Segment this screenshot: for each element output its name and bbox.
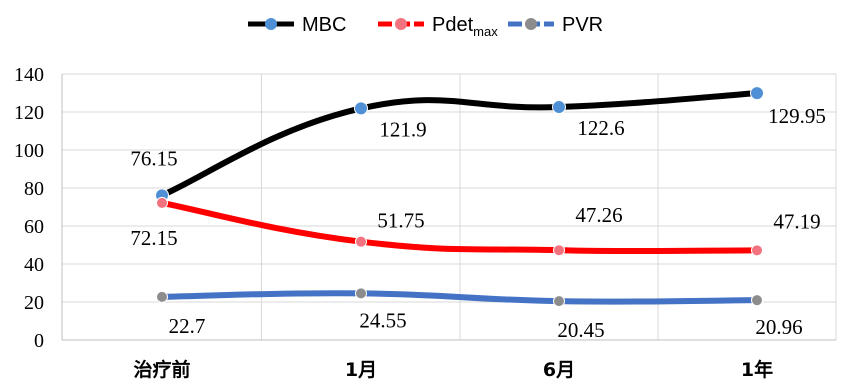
pvr-line bbox=[159, 290, 760, 305]
pdetmax-marker bbox=[751, 244, 763, 257]
series bbox=[155, 86, 764, 308]
pdetmax-marker bbox=[156, 196, 168, 209]
pdetmax-line bbox=[159, 199, 760, 255]
legend-swatch-marker bbox=[395, 18, 407, 30]
legend-label: PVR bbox=[562, 14, 603, 36]
pdetmax-data-label: 47.19 bbox=[773, 209, 820, 233]
legend-label-subscript: max bbox=[473, 24, 498, 39]
legend: MBC Pdetmax PVR bbox=[248, 14, 603, 39]
pvr-data-label: 22.7 bbox=[169, 314, 206, 338]
pvr-data-label: 20.45 bbox=[557, 318, 604, 342]
legend-swatch-marker bbox=[525, 18, 537, 30]
mbc-line bbox=[159, 90, 760, 199]
pvr-data-label: 20.96 bbox=[755, 315, 802, 339]
legend-label: MBC bbox=[302, 14, 346, 36]
pdetmax-data-label: 51.75 bbox=[377, 209, 424, 233]
mbc-data-label: 122.6 bbox=[577, 116, 624, 140]
y-tick-label: 20 bbox=[24, 292, 44, 314]
pdetmax-marker bbox=[355, 235, 367, 248]
y-tick-label: 140 bbox=[14, 64, 44, 86]
y-tick-label: 60 bbox=[24, 216, 44, 238]
y-tick-label: 120 bbox=[14, 102, 44, 124]
pdetmax-data-label: 47.26 bbox=[575, 203, 622, 227]
mbc-marker bbox=[354, 101, 368, 116]
legend-swatch-marker bbox=[265, 18, 277, 30]
pvr-marker bbox=[156, 290, 168, 303]
mbc-marker bbox=[750, 86, 764, 101]
pdetmax-marker bbox=[553, 244, 565, 257]
data-labels: 76.15 121.9 122.6 129.95 72.15 51.75 47.26 47.1… bbox=[130, 104, 826, 342]
grid bbox=[62, 73, 837, 340]
x-tick-label: 治疗前 bbox=[133, 358, 190, 381]
legend-item-pdetmax: Pdetmax bbox=[378, 14, 498, 39]
legend-item-mbc: MBC bbox=[248, 14, 346, 36]
pvr-marker bbox=[751, 294, 763, 307]
mbc-data-label: 129.95 bbox=[768, 104, 826, 128]
y-tick-label: 0 bbox=[34, 330, 44, 352]
pvr-data-label: 24.55 bbox=[359, 308, 406, 332]
mbc-marker bbox=[552, 100, 566, 115]
legend-label: Pdetmax bbox=[432, 14, 498, 39]
x-tick-label: 6月 bbox=[543, 359, 575, 381]
y-tick-label: 40 bbox=[24, 254, 44, 276]
mbc-data-label: 121.9 bbox=[379, 117, 426, 141]
pvr-marker bbox=[355, 287, 367, 300]
pdetmax-data-label: 72.15 bbox=[130, 226, 177, 250]
x-tick-label: 1月 bbox=[345, 359, 377, 381]
x-tick-label: 1年 bbox=[741, 358, 773, 381]
y-tick-label: 80 bbox=[24, 178, 44, 200]
legend-item-pvr: PVR bbox=[508, 14, 603, 36]
pvr-marker bbox=[553, 295, 565, 308]
axes: 0 20 40 60 80 100 120 140 治疗前 1月 6月 1年 bbox=[14, 64, 836, 381]
y-tick-label: 100 bbox=[14, 140, 44, 162]
mbc-data-label: 76.15 bbox=[130, 146, 177, 170]
